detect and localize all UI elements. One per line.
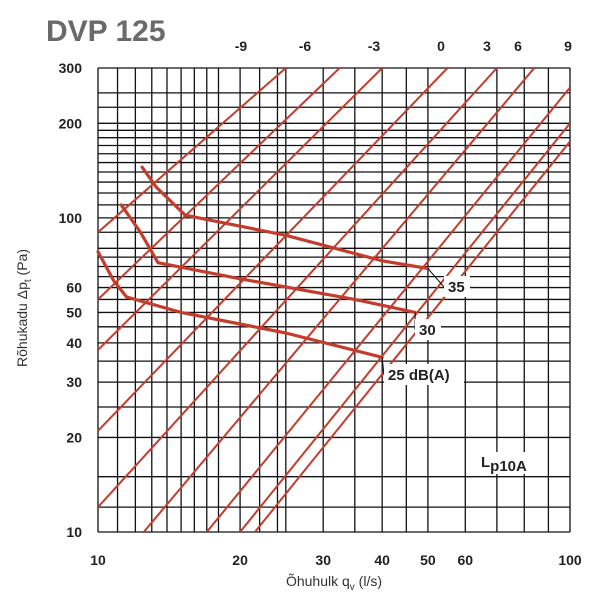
x-tick-label: 60 (457, 552, 473, 568)
x-tick-label: 40 (374, 552, 390, 568)
chart-title: DVP 125 (46, 15, 166, 48)
curve-label-bg (384, 364, 464, 385)
diagonal-line (205, 86, 570, 532)
y-axis-label-sub: t (23, 279, 34, 282)
diagonal-label: 3 (483, 38, 491, 54)
diagonal-label: 9 (564, 38, 572, 54)
curve-label: 30 (419, 322, 436, 339)
series-line (96, 250, 384, 359)
curve-label: 35 (448, 279, 465, 296)
curve-label-bg (444, 276, 470, 297)
y-axis-label-unit: (Pa) (14, 249, 30, 279)
legend-text: Lp10A (481, 454, 527, 475)
legend: Lp10A (477, 452, 547, 475)
y-tick-label: 300 (59, 60, 83, 76)
legend-bg (477, 452, 547, 474)
diagonal-line (98, 68, 341, 301)
diagonal-line (239, 122, 570, 532)
x-axis-label-text: Õhuhulk q (286, 573, 350, 589)
curve-label-leader (381, 357, 385, 376)
diagonal-label: -9 (235, 38, 248, 54)
diagonal-line (254, 140, 570, 532)
x-axis-label: Õhuhulk qv (l/s) (286, 573, 382, 593)
diagonal-line (98, 68, 449, 432)
diagonal-label: -6 (299, 38, 312, 54)
y-tick-label: 100 (59, 210, 83, 226)
svg-text:Rõhukadu Δpt (Pa): Rõhukadu Δpt (Pa) (14, 249, 34, 367)
x-tick-label: 50 (420, 552, 436, 568)
x-tick-label: 100 (558, 552, 582, 568)
y-tick-label: 20 (66, 429, 82, 445)
y-axis-label: Rõhukadu Δpt (Pa) (14, 249, 34, 367)
x-tick-label: 10 (90, 552, 106, 568)
curve-label: 25 dB(A) (388, 367, 450, 384)
legend-sub: p10A (490, 458, 527, 475)
curve-label-bg (415, 319, 441, 340)
diagonal-label: 6 (514, 38, 522, 54)
noise-curves (96, 165, 430, 359)
diagonal-label: 0 (437, 38, 445, 54)
diagonal-label: -3 (368, 38, 381, 54)
legend-main: L (481, 454, 490, 471)
diagonal-line (142, 68, 536, 532)
diagonal-line (98, 68, 287, 234)
y-tick-label: 40 (66, 335, 82, 351)
y-tick-label: 200 (59, 115, 83, 131)
x-tick-label: 20 (232, 552, 248, 568)
y-tick-label: 10 (66, 524, 82, 540)
x-tick-label: 30 (315, 552, 331, 568)
curve-label-leader (427, 268, 445, 288)
y-axis-label-text: Rõhukadu Δp (14, 282, 30, 367)
series-line (140, 165, 430, 271)
x-axis-label-sub: v (350, 582, 355, 593)
x-axis-label-unit: (l/s) (355, 573, 382, 589)
series-line (119, 203, 417, 314)
y-tick-label: 60 (66, 280, 82, 296)
y-tick-label: 30 (66, 374, 82, 390)
y-tick-label: 50 (66, 304, 82, 320)
